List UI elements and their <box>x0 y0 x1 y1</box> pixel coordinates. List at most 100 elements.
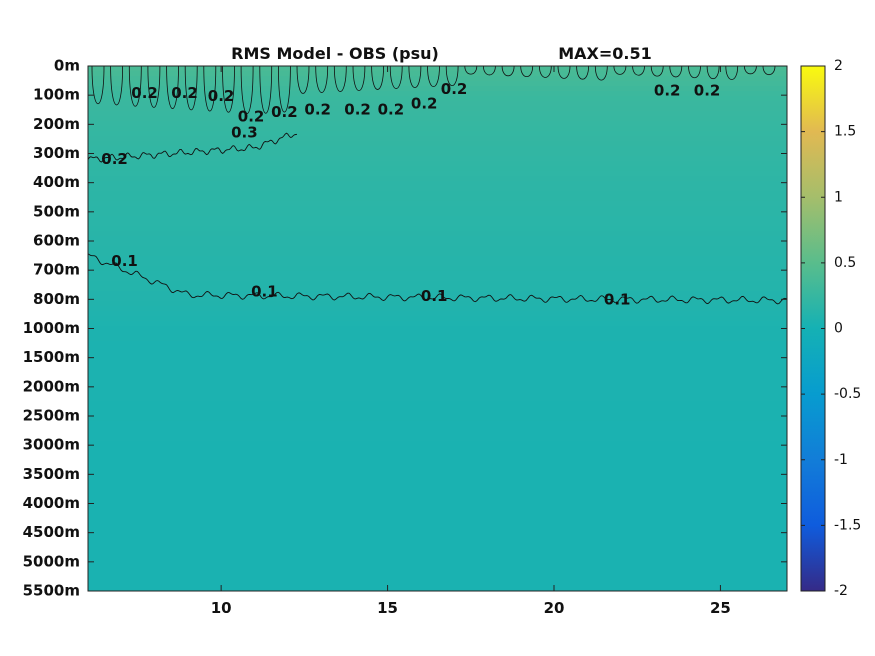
heatmap-band <box>88 236 787 242</box>
contour-finger <box>669 66 683 78</box>
heatmap-band <box>88 376 787 382</box>
contour-line-0.1 <box>88 253 787 305</box>
heatmap-band <box>88 331 787 337</box>
heatmap-band <box>88 551 787 557</box>
heatmap-band <box>88 221 787 227</box>
heatmap-band <box>88 366 787 372</box>
heatmap-band <box>88 186 787 192</box>
heatmap-band <box>88 466 787 472</box>
heatmap-band <box>88 191 787 197</box>
heatmap-band <box>88 166 787 172</box>
heatmap-band <box>88 556 787 562</box>
x-tick-label: 25 <box>710 599 731 617</box>
heatmap-band <box>88 511 787 517</box>
heatmap-band <box>88 246 787 252</box>
heatmap-band <box>88 131 787 137</box>
contour-label: 0.2 <box>238 108 265 126</box>
contour-finger <box>352 66 366 91</box>
heatmap-band <box>88 491 787 497</box>
heatmap-band <box>88 471 787 477</box>
y-tick-label: 600m <box>33 232 80 250</box>
contour-finger <box>520 66 534 78</box>
heatmap-band <box>88 241 787 247</box>
heatmap-band <box>88 496 787 502</box>
heatmap-band <box>88 216 787 222</box>
heatmap-band <box>88 436 787 442</box>
heatmap-band <box>88 126 787 132</box>
colorbar-tick-label: 2 <box>834 58 843 74</box>
contour-label: 0.2 <box>171 84 198 102</box>
y-tick-label: 5000m <box>23 552 80 570</box>
colorbar-tick-label: -2 <box>834 583 848 599</box>
colorbar-ticks: 2 1.5 1 0.5 0 -0.5 -1 -1.5 -2 <box>801 58 861 599</box>
heatmap-band <box>88 231 787 237</box>
contour-finger <box>389 66 403 89</box>
heatmap-band <box>88 406 787 412</box>
heatmap-band <box>88 421 787 427</box>
heatmap-band <box>88 116 787 122</box>
heatmap-band <box>88 516 787 522</box>
heatmap-band <box>88 531 787 537</box>
contour-finger <box>278 66 291 113</box>
heatmap-band <box>88 141 787 147</box>
heatmap-band <box>88 506 787 512</box>
heatmap-band <box>88 456 787 462</box>
heatmap-band <box>88 266 787 272</box>
contour-finger <box>706 66 720 80</box>
heatmap-band <box>88 106 787 112</box>
heatmap-band <box>88 401 787 407</box>
contour-lines <box>88 66 787 305</box>
contour-label: 0.3 <box>231 124 258 142</box>
colorbar-tick-label: -0.5 <box>834 386 861 402</box>
colorbar-tick-label: 1.5 <box>834 124 856 140</box>
contour-finger <box>222 66 235 113</box>
heatmap-band <box>88 251 787 257</box>
contour-finger <box>501 66 515 77</box>
heatmap-band <box>88 136 787 142</box>
x-tick-label: 20 <box>544 599 565 617</box>
contour-label: 0.2 <box>411 94 438 112</box>
heatmap-band <box>88 91 787 97</box>
contour-finger <box>315 66 329 93</box>
heatmap-band <box>88 581 787 587</box>
heatmap-band <box>88 321 787 327</box>
heatmap-band <box>88 411 787 417</box>
y-tick-label: 4000m <box>23 494 80 512</box>
contour-label: 0.1 <box>604 291 631 309</box>
contour-label: 0.2 <box>694 81 721 99</box>
heatmap-band <box>88 446 787 452</box>
heatmap-band <box>88 161 787 167</box>
heatmap-band <box>88 561 787 567</box>
heatmap-band <box>88 526 787 532</box>
heatmap-band <box>88 201 787 207</box>
heatmap-band <box>88 326 787 332</box>
contour-finger <box>240 66 254 114</box>
contour-finger <box>296 66 310 94</box>
heatmap-band <box>88 566 787 572</box>
heatmap-band <box>88 301 787 307</box>
heatmap-band <box>88 336 787 342</box>
x-tick-label: 10 <box>211 599 232 617</box>
heatmap-band <box>88 536 787 542</box>
max-label: MAX=0.51 <box>558 44 652 63</box>
y-tick-label: 5500m <box>23 582 80 600</box>
heatmap-band <box>88 71 787 77</box>
contour-line-0.2 <box>88 132 298 163</box>
y-tick-label: 1500m <box>23 348 80 366</box>
heatmap-band <box>88 121 787 127</box>
contour-finger <box>483 66 496 76</box>
contour-label: 0.1 <box>251 283 278 301</box>
heatmap-band <box>88 371 787 377</box>
heatmap-band <box>88 386 787 392</box>
contour-finger <box>445 66 459 86</box>
heatmap-band <box>88 226 787 232</box>
heatmap-band <box>88 541 787 547</box>
heatmap-band <box>88 151 787 157</box>
axis-ticks: 10 15 20 25 0m 100m 200m 300m 400m 500m 600m 700m 80… <box>23 57 787 617</box>
contour-finger <box>203 66 217 112</box>
y-tick-label: 3000m <box>23 436 80 454</box>
heatmap-band <box>88 481 787 487</box>
contour-finger <box>464 66 478 75</box>
y-tick-label: 200m <box>33 115 80 133</box>
contour-finger <box>539 66 552 78</box>
